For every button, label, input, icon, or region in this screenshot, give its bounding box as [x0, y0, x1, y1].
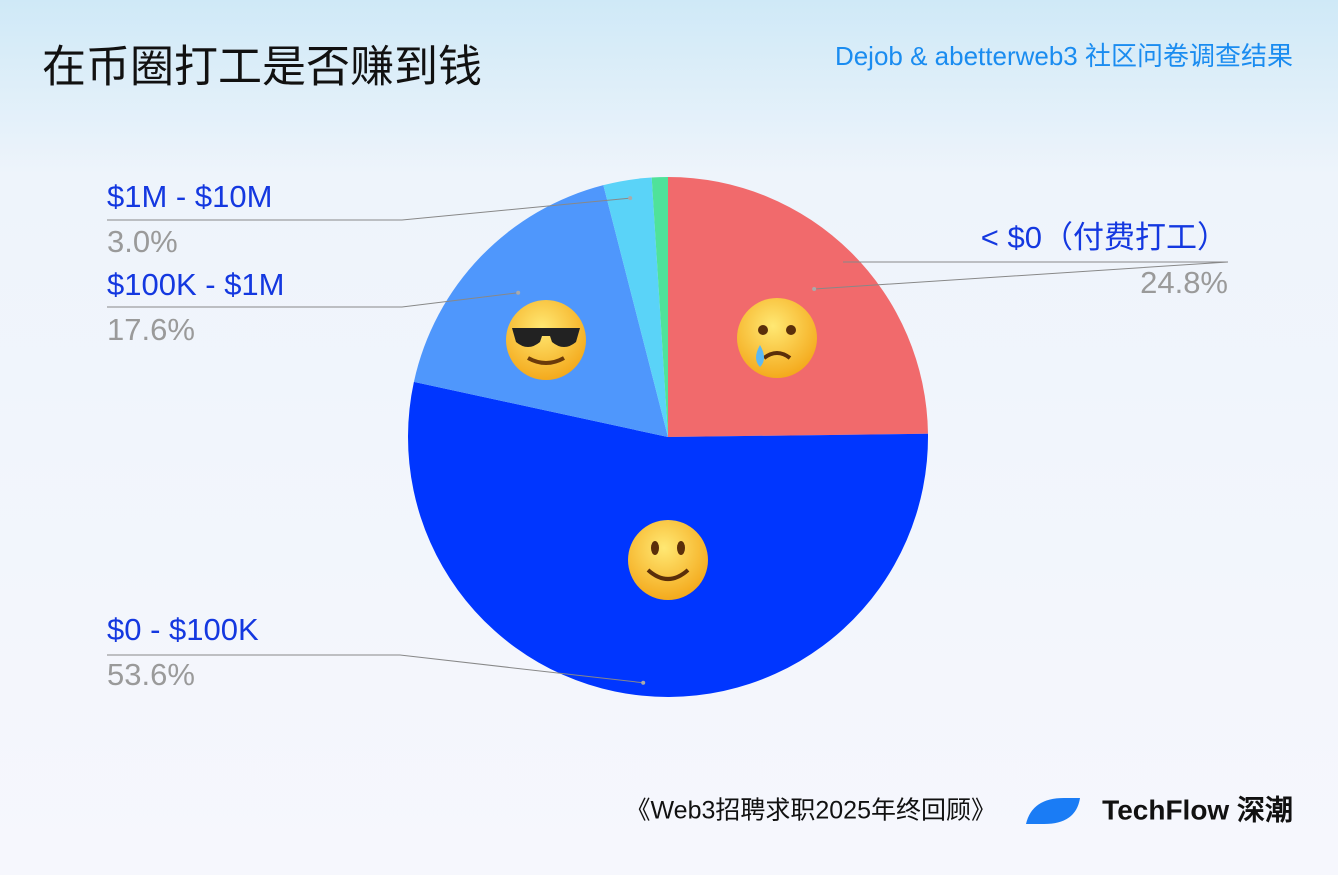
pie-slice — [603, 177, 668, 437]
footer-brand: TechFlow 深潮 — [1102, 794, 1293, 825]
leader-line — [107, 197, 631, 221]
slice-label: $100K - $1M — [107, 267, 285, 302]
leader-line — [107, 654, 644, 684]
footer-source: 《Web3招聘求职2025年终回顾》 — [626, 797, 996, 825]
slice-value-label: 53.6% — [107, 657, 195, 692]
leader-dot — [628, 196, 633, 201]
pie-slice — [651, 177, 668, 437]
emoji-crying — [737, 298, 817, 378]
leader-dot — [812, 287, 817, 292]
chart-subtitle: Dejob & abetterweb3 社区问卷调查结果 — [835, 41, 1293, 71]
leader-line — [814, 261, 1229, 290]
leader-dot — [641, 680, 646, 685]
slice-value-label: 3.0% — [107, 224, 178, 259]
leader-dot — [516, 290, 521, 295]
leader-line — [107, 292, 519, 308]
slice-value-label: 24.8% — [1140, 265, 1228, 300]
chart-title: 在币圈打工是否赚到钱 — [42, 43, 482, 92]
slice-label: $1M - $10M — [107, 179, 272, 214]
slice-label: < $0（付费打工） — [981, 220, 1228, 255]
slice-value-label: 17.6% — [107, 312, 195, 347]
pie — [407, 177, 928, 697]
emoji-smile — [628, 520, 708, 600]
emoji-sunglasses — [506, 300, 586, 380]
slice-label: $0 - $100K — [107, 612, 259, 647]
brand-logo — [1026, 798, 1080, 824]
